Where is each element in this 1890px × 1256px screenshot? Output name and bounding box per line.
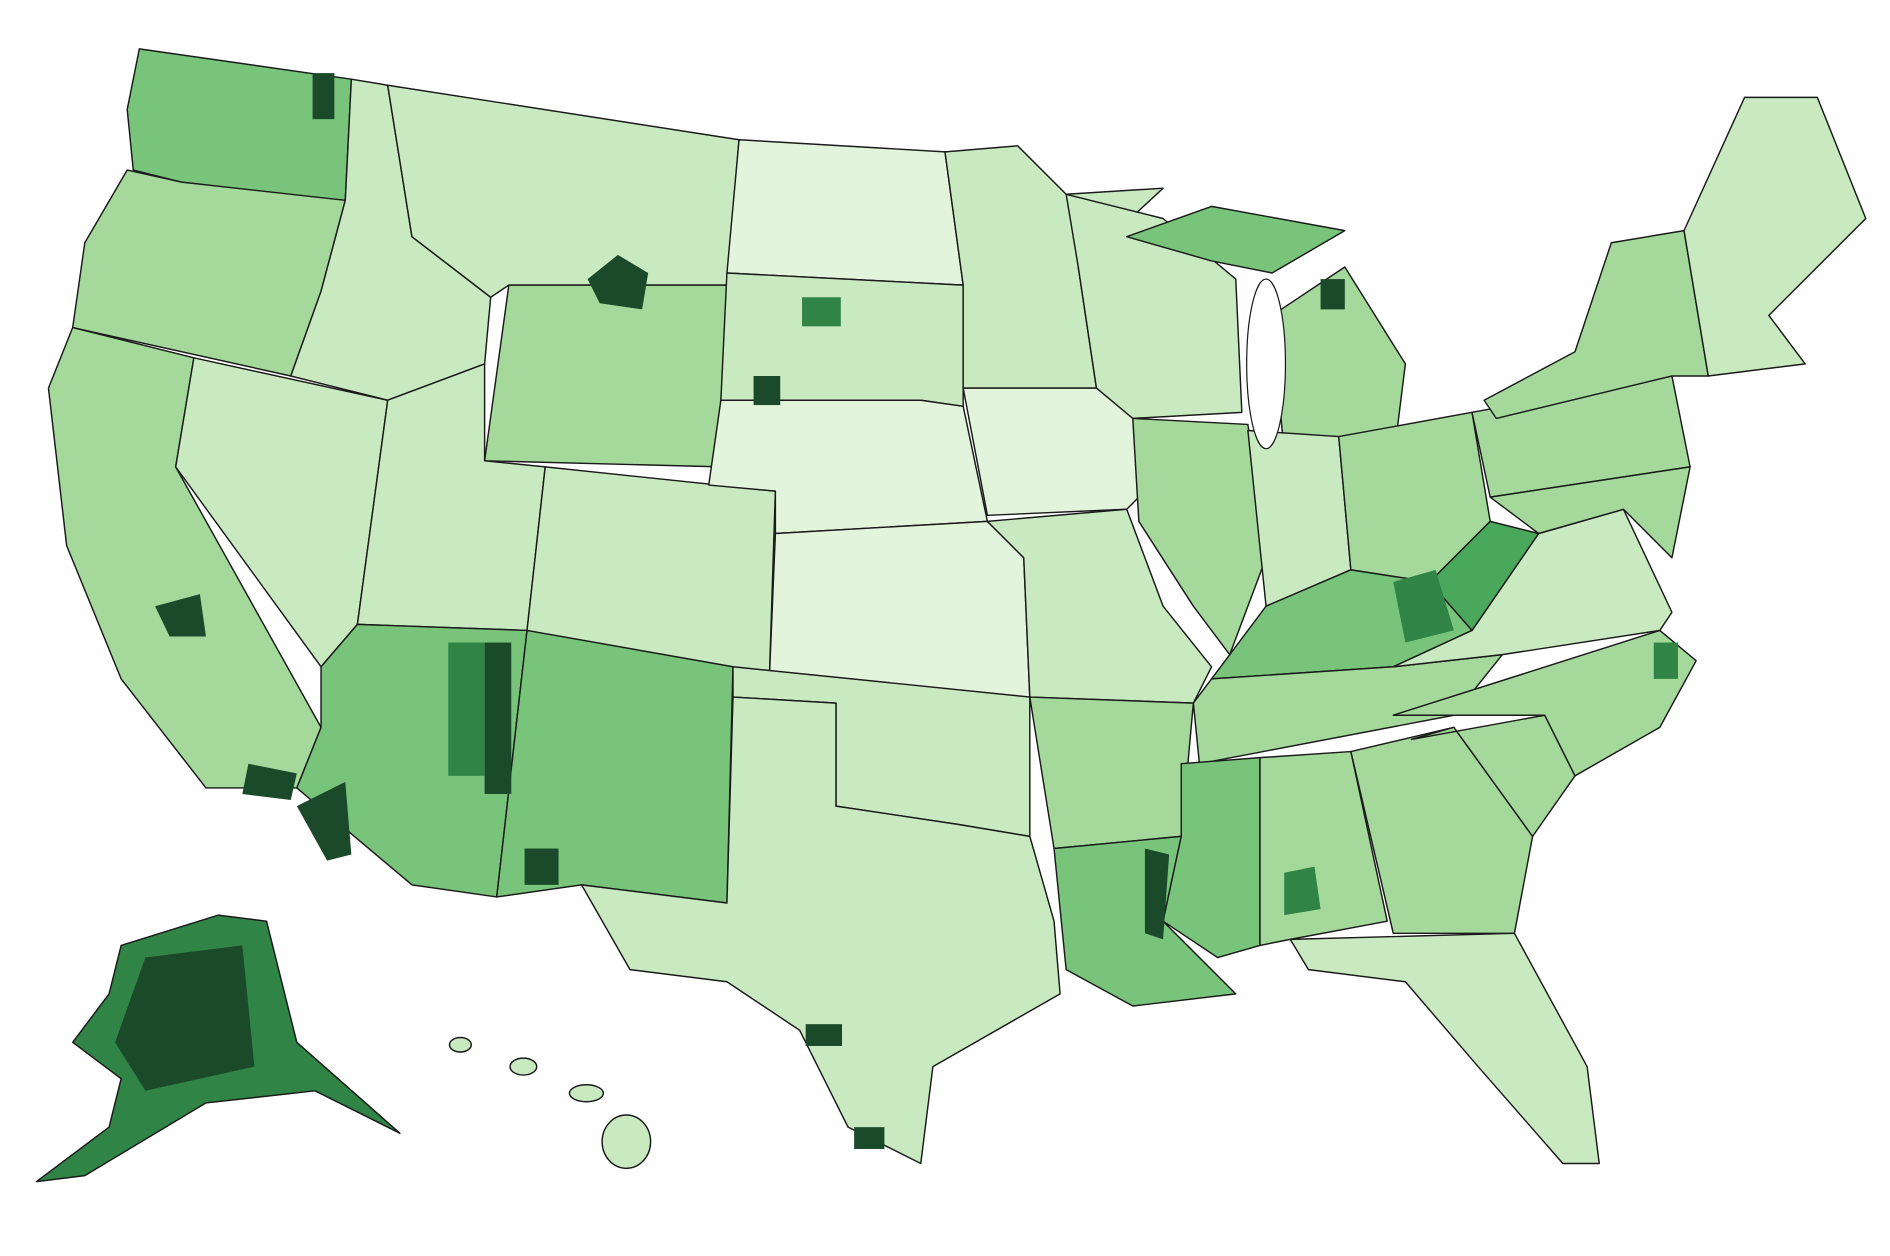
county <box>524 848 559 885</box>
state <box>483 284 728 468</box>
state <box>1683 96 1867 377</box>
county <box>1393 569 1454 643</box>
state <box>1350 726 1534 935</box>
state <box>1126 205 1346 274</box>
island <box>568 1084 605 1103</box>
state <box>1410 714 1576 838</box>
island <box>509 1057 538 1076</box>
county <box>448 642 485 776</box>
county <box>753 376 781 406</box>
lake-michigan <box>1246 278 1287 450</box>
state <box>1271 266 1407 462</box>
county <box>1144 848 1170 940</box>
county <box>115 945 255 1091</box>
state <box>580 696 1061 1165</box>
county <box>1653 642 1678 679</box>
county <box>242 763 297 801</box>
state <box>986 508 1213 704</box>
state <box>726 139 964 286</box>
county <box>854 1127 885 1149</box>
island <box>601 1114 652 1170</box>
county <box>1284 866 1321 916</box>
dark-counties <box>115 73 1678 1149</box>
county <box>805 1024 843 1046</box>
county <box>587 254 649 310</box>
island <box>448 1036 473 1053</box>
county <box>484 642 512 794</box>
county <box>802 297 841 327</box>
states <box>35 48 1867 1183</box>
county <box>296 781 352 861</box>
state <box>1029 696 1195 850</box>
state <box>1289 932 1600 1165</box>
county <box>312 73 335 120</box>
county <box>155 594 206 637</box>
state <box>768 520 1031 698</box>
county <box>1320 279 1345 310</box>
state <box>1489 466 1691 559</box>
